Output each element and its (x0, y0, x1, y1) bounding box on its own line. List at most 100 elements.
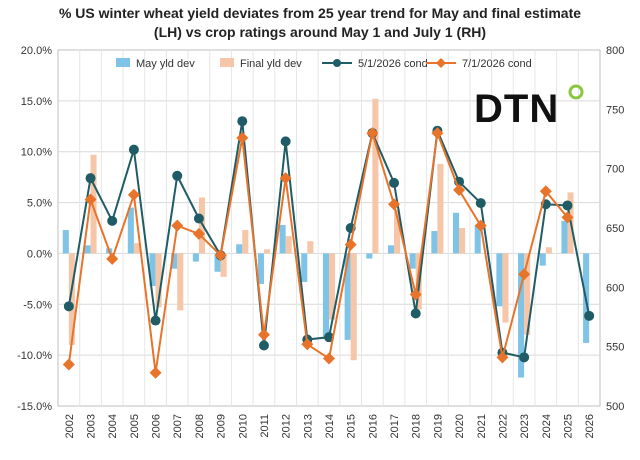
bar-may-yld-dev (344, 253, 351, 340)
x-axis-tick-label: 2024 (541, 414, 553, 438)
point-may-cond (258, 340, 269, 351)
point-july-cond (323, 352, 335, 365)
bar-final-yld-dev (502, 253, 509, 323)
legend-label: 5/1/2026 cond (358, 58, 428, 70)
legend-label: Final yld dev (240, 58, 302, 70)
bar-may-yld-dev (214, 253, 221, 272)
bar-may-yld-dev (279, 224, 286, 254)
bar-may-yld-dev (149, 253, 156, 286)
point-may-cond (584, 310, 595, 321)
bar-final-yld-dev (242, 230, 249, 254)
x-axis-tick-label: 2023 (519, 414, 531, 438)
chart-title-line-2: (LH) vs crop ratings around May 1 and Ju… (153, 24, 487, 40)
point-july-cond (409, 288, 422, 301)
bar-final-yld-dev (437, 163, 444, 254)
point-july-cond (279, 172, 292, 185)
point-may-cond (63, 301, 74, 312)
point-may-cond (128, 144, 139, 155)
legend-swatch (116, 58, 130, 67)
bar-final-yld-dev (68, 253, 75, 345)
bar-may-yld-dev (192, 253, 199, 262)
left-axis-tick-label: 15.0% (21, 96, 52, 108)
point-july-cond (388, 198, 401, 211)
point-july-cond (344, 238, 357, 251)
point-july-cond (301, 338, 314, 351)
point-july-cond (257, 328, 270, 341)
chart-title: % US winter wheat yield deviates from 25… (0, 4, 640, 42)
legend-label: May yld dev (136, 58, 195, 70)
x-axis-tick-label: 2007 (172, 414, 184, 438)
legend-marker (436, 58, 446, 68)
x-axis-tick-label: 2005 (129, 414, 141, 438)
point-may-cond (519, 352, 530, 363)
logo-text: DTN (474, 87, 559, 131)
right-axis-tick-label: 650 (606, 223, 624, 235)
bar-may-yld-dev (301, 253, 308, 282)
point-july-cond (236, 131, 249, 144)
right-axis-tick-label: 500 (606, 401, 624, 413)
bar-final-yld-dev (459, 228, 466, 254)
bar-final-yld-dev (263, 249, 271, 254)
bar-final-yld-dev (307, 241, 314, 254)
bar-final-yld-dev (394, 209, 401, 254)
bar-may-yld-dev (474, 224, 481, 254)
x-axis-tick-label: 2011 (259, 414, 271, 438)
bar-final-yld-dev (372, 98, 379, 254)
bar-may-yld-dev (322, 253, 329, 337)
x-axis-tick-label: 2019 (432, 414, 444, 438)
right-axis-tick-label: 700 (606, 164, 624, 176)
bar-final-yld-dev (90, 154, 97, 254)
x-axis-tick-label: 2017 (389, 414, 401, 438)
bar-may-yld-dev (366, 253, 373, 259)
point-july-cond (149, 366, 162, 379)
point-may-cond (324, 332, 334, 343)
bar-final-yld-dev (524, 253, 531, 335)
right-axis-tick-label: 800 (606, 45, 624, 57)
left-axis-tick-label: 0.0% (27, 248, 52, 260)
bar-final-yld-dev (545, 247, 552, 254)
left-axis-tick-label: 20.0% (21, 45, 52, 57)
x-axis-tick-label: 2003 (86, 414, 98, 438)
left-axis-tick-label: 10.0% (21, 147, 52, 159)
bar-may-yld-dev (518, 253, 525, 378)
left-axis-tick-label: -10.0% (17, 350, 52, 362)
point-july-cond (518, 268, 531, 281)
left-axis-tick-label: -15.0% (17, 401, 52, 413)
point-may-cond (237, 116, 248, 127)
x-axis-tick-label: 2004 (107, 414, 119, 438)
point-may-cond (389, 177, 400, 188)
point-july-cond (106, 252, 119, 265)
legend-label: 7/1/2026 cond (462, 58, 532, 70)
bar-final-yld-dev (220, 253, 227, 277)
point-july-cond (431, 127, 444, 140)
point-july-cond (62, 358, 75, 371)
right-axis-tick-label: 600 (606, 282, 624, 294)
point-may-cond (562, 200, 573, 211)
point-may-cond (193, 213, 204, 224)
point-may-cond (172, 170, 183, 181)
point-may-cond (107, 215, 118, 226)
x-axis-tick-label: 2009 (216, 414, 228, 438)
bar-may-yld-dev (539, 253, 546, 266)
point-may-cond (150, 315, 161, 326)
x-axis-tick-label: 2022 (497, 414, 509, 438)
logo-accent-ring (568, 84, 584, 100)
point-july-cond (214, 249, 227, 262)
bar-final-yld-dev (350, 253, 357, 361)
line-july-cond (67, 132, 569, 373)
left-axis-tick-label: 5.0% (27, 198, 52, 210)
bar-final-yld-dev (285, 236, 292, 254)
point-may-cond (280, 136, 291, 147)
point-july-cond (366, 127, 379, 140)
x-axis-tick-label: 2026 (584, 414, 596, 438)
point-may-cond (85, 173, 96, 184)
point-july-cond (561, 211, 574, 224)
bar-final-yld-dev (177, 253, 184, 311)
legend-swatch (220, 58, 234, 67)
x-axis-tick-label: 2006 (151, 414, 163, 438)
bar-may-yld-dev (496, 253, 503, 307)
left-axis-tick-label: -5.0% (23, 299, 52, 311)
plot-frame (57, 49, 601, 407)
